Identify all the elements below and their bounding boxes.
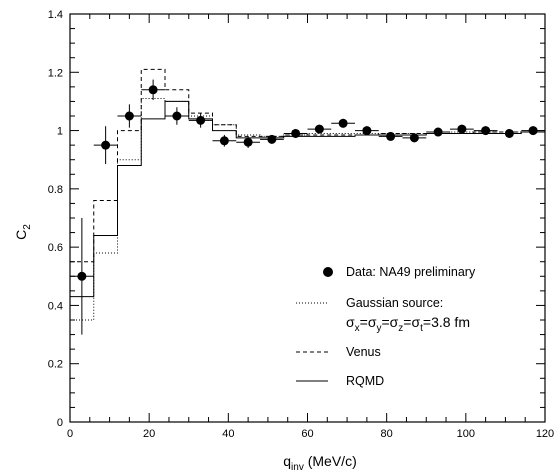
y-tick-label: 0.4: [48, 300, 63, 312]
data-point: [70, 218, 94, 335]
data-point: [331, 118, 355, 128]
data-point: [212, 134, 237, 147]
data-point: [497, 128, 522, 138]
tick-labels: 0 20 40 60 80 100 120 0 0.2 0.4 0.6 0.8 1 1.2 1.4: [48, 9, 554, 440]
data-point: [283, 128, 308, 138]
data-point: [402, 133, 427, 143]
data-marker: [314, 124, 324, 134]
data-point: [141, 79, 165, 100]
data-point: [260, 134, 284, 144]
data-point: [378, 131, 403, 141]
data-marker: [528, 126, 538, 136]
data-marker: [386, 131, 396, 141]
data-marker: [504, 128, 514, 138]
data-marker: [172, 111, 182, 121]
legend-label-gaussian: Gaussian source:: [346, 296, 443, 310]
data-marker: [77, 271, 87, 281]
data-marker: [243, 137, 253, 147]
y-tick-label: 0.8: [48, 184, 63, 196]
legend-label-rqmd: RQMD: [346, 374, 384, 388]
data-point: [236, 136, 260, 149]
x-axis-title-sub: inv: [291, 462, 304, 472]
y-axis-title: C2: [13, 224, 33, 240]
y-tick-label: 1.4: [48, 9, 63, 21]
data-marker: [196, 115, 206, 125]
data-marker: [291, 128, 301, 138]
x-tick-label: 20: [143, 428, 155, 440]
x-tick-label: 80: [381, 428, 393, 440]
data-marker: [267, 134, 277, 144]
data-point: [188, 113, 213, 128]
legend-label-data: Data: NA49 preliminary: [346, 265, 476, 279]
data-point: [355, 126, 379, 136]
data-marker: [124, 111, 134, 121]
x-tick-label: 0: [67, 428, 73, 440]
x-axis-title: qinv (MeV/c): [283, 453, 356, 472]
legend: Data: NA49 preliminary Gaussian source: …: [296, 265, 476, 388]
y-tick-label: 1: [57, 126, 63, 138]
data-marker: [362, 126, 372, 136]
data-marker: [409, 133, 419, 143]
data-point: [426, 127, 450, 137]
x-tick-label: 120: [536, 428, 554, 440]
legend-marker-data: [323, 267, 333, 277]
data-marker: [457, 124, 467, 134]
data-point: [165, 107, 189, 125]
data-points: [70, 79, 545, 335]
data-marker: [338, 118, 348, 128]
data-marker: [481, 126, 491, 136]
x-tick-label: 60: [301, 428, 313, 440]
y-tick-label: 0: [57, 417, 63, 429]
data-point: [117, 104, 142, 128]
x-tick-label: 100: [457, 428, 475, 440]
data-marker: [101, 140, 111, 150]
legend-label-venus: Venus: [346, 345, 381, 359]
data-point: [307, 124, 332, 134]
legend-label-gaussian-params: σx=σy=σz=σt=3.8 fm: [346, 314, 470, 334]
data-point: [450, 124, 474, 134]
x-tick-label: 40: [222, 428, 234, 440]
y-tick-label: 0.6: [48, 242, 63, 254]
y-tick-label: 0.2: [48, 359, 63, 371]
y-axis-title-sub: 2: [22, 224, 33, 230]
data-point: [473, 126, 498, 136]
data-marker: [219, 136, 229, 146]
data-marker: [433, 127, 443, 137]
data-point: [93, 126, 118, 165]
axis-ticks: [69, 13, 546, 423]
y-tick-label: 1.2: [48, 67, 63, 79]
data-marker: [148, 85, 158, 95]
histogram-venus: [70, 68, 545, 263]
